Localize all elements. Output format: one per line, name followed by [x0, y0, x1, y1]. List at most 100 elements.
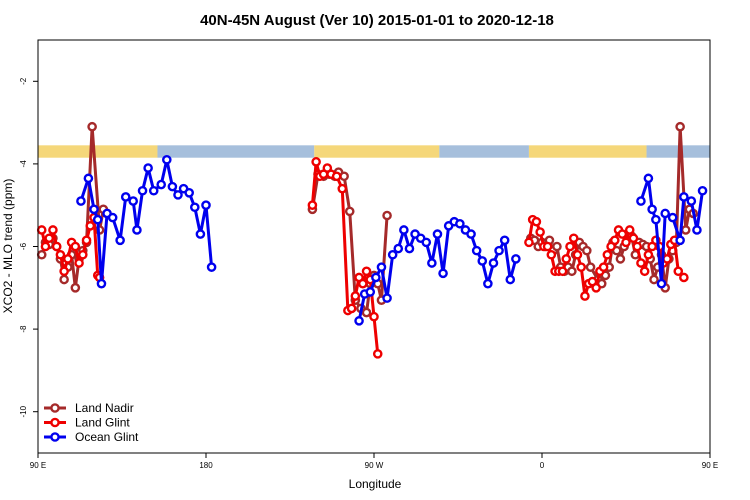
data-point [580, 291, 590, 301]
data-point [477, 256, 488, 266]
landmask-segment-ocean [157, 145, 315, 158]
data-point [387, 249, 398, 260]
data-point [582, 245, 592, 256]
data-point [466, 229, 476, 239]
data-point [83, 173, 94, 184]
data-point [621, 237, 631, 248]
data-point [311, 157, 321, 167]
data-point [361, 266, 372, 277]
data-point [399, 225, 409, 235]
data-point [561, 254, 572, 264]
x-axis-label: Longitude [349, 477, 402, 491]
legend-label: Ocean Glint [75, 430, 139, 444]
data-point [115, 235, 125, 246]
data-point [432, 229, 443, 239]
landmask-segment-land [528, 145, 647, 158]
data-point [675, 235, 685, 246]
data-point [59, 274, 69, 285]
data-point [167, 181, 178, 192]
data-point [557, 266, 568, 277]
data-point [404, 243, 415, 254]
data-point [572, 249, 583, 260]
data-point [81, 235, 92, 246]
data-point [76, 196, 86, 206]
x-tick-label: 90 W [365, 461, 384, 470]
data-point [697, 185, 708, 196]
data-point [585, 262, 596, 272]
data-point [143, 163, 153, 173]
y-tick-label: -6 [19, 242, 28, 250]
data-point [161, 154, 172, 165]
data-point [662, 254, 672, 264]
legend-label: Land Glint [75, 416, 130, 430]
data-point [421, 237, 432, 248]
data-point [505, 274, 516, 285]
data-point [361, 307, 372, 318]
data-point [624, 225, 635, 235]
data-point [173, 190, 183, 200]
data-point [55, 249, 66, 260]
x-axis: 90 E 180 90 W 0 90 E [30, 453, 718, 470]
landmask-segment-land [38, 145, 158, 158]
data-point [660, 208, 671, 219]
data-point [483, 278, 493, 289]
data-point [44, 233, 55, 244]
data-point [107, 212, 118, 223]
data-point [393, 243, 404, 254]
data-point [132, 225, 142, 235]
data-point [92, 214, 103, 225]
y-tick-label: -10 [19, 405, 28, 417]
data-point [70, 241, 81, 252]
landmask-segment-ocean [439, 145, 529, 158]
data-point [565, 241, 575, 252]
data-point [471, 245, 482, 256]
y-axis-label: XCO2 - MLO trend (ppm) [1, 179, 15, 314]
data-point [59, 266, 69, 277]
legend-label: Land Nadir [75, 401, 134, 415]
data-point [371, 272, 381, 283]
data-point [692, 225, 702, 235]
data-point [382, 210, 392, 221]
data-point [63, 254, 73, 264]
data-point [369, 311, 379, 322]
data-point [680, 225, 691, 235]
data-point [74, 258, 84, 268]
data-point [357, 278, 368, 289]
data-point [636, 258, 646, 268]
data-point [48, 225, 58, 235]
data-point [643, 249, 654, 260]
data-point [89, 204, 99, 215]
data-point [488, 258, 499, 268]
x-tick-label: 0 [540, 461, 545, 470]
data-point [632, 241, 643, 252]
y-tick-label: -4 [19, 160, 28, 168]
series-ocean-glint [76, 154, 708, 326]
data-point [667, 212, 678, 223]
data-point [567, 266, 577, 277]
data-point [36, 249, 47, 260]
data-point [427, 258, 437, 268]
landmask-segment-land [314, 145, 440, 158]
data-point [382, 293, 392, 303]
data-point [78, 249, 88, 260]
data-point [128, 196, 138, 206]
legend-swatch-marker [50, 403, 60, 413]
data-point [675, 121, 685, 132]
data-point [636, 196, 646, 206]
data-point [598, 262, 609, 272]
x-tick-label: 90 E [702, 461, 718, 470]
data-point [686, 196, 697, 206]
data-point [617, 229, 628, 239]
data-point [651, 214, 661, 225]
data-point [531, 216, 542, 227]
landmask-strip [38, 145, 710, 158]
data-point [535, 227, 545, 237]
data-point [339, 171, 349, 182]
data-point [591, 282, 601, 293]
data-point [576, 262, 587, 272]
data-point [679, 272, 689, 283]
data-point [499, 235, 510, 246]
y-tick-label: -8 [19, 325, 28, 333]
data-point [656, 278, 667, 289]
